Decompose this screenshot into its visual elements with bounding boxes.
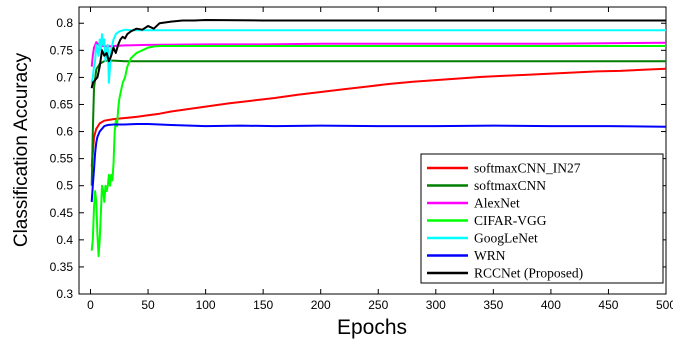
- y-tick-label: 0.45: [50, 206, 74, 220]
- tick-layer: 0 50 100 150 200 250 300 350 400 450 500 0.3 0.35 0.4…: [50, 7, 673, 312]
- y-tick-label: 0.35: [50, 260, 74, 274]
- x-tick-label: 400: [541, 298, 561, 312]
- y-tick-label: 0.75: [50, 43, 74, 57]
- x-tick-label: 350: [483, 298, 503, 312]
- x-axis-title: Epochs: [337, 316, 407, 339]
- y-tick-label: 0.5: [56, 179, 73, 193]
- x-tick-label: 0: [87, 298, 94, 312]
- y-tick-label: 0.4: [56, 233, 73, 247]
- y-tick-label: 0.3: [56, 287, 73, 301]
- x-tick-label: 500: [656, 298, 673, 312]
- x-tick-label: 200: [311, 298, 331, 312]
- series-line-rccnet-proposed: [90, 19, 666, 89]
- legend-label-softmaxcnn-in27: softmaxCNN_IN27: [474, 161, 581, 176]
- x-tick-label: 300: [426, 298, 446, 312]
- legend-box: [420, 153, 664, 284]
- series-layer: [90, 19, 667, 258]
- legend-label-googlenet: GoogLeNet: [474, 231, 538, 246]
- x-tick-label: 100: [196, 298, 216, 312]
- series-line-softmaxcnn: [90, 59, 666, 186]
- legend-label-softmaxcnn: softmaxCNN: [474, 178, 546, 193]
- legend-label-cifar-vgg: CIFAR-VGG: [474, 213, 547, 228]
- legend: softmaxCNN_IN27 softmaxCNN AlexNet CIFAR-VG…: [420, 153, 664, 284]
- y-tick-label: 0.7: [56, 70, 73, 84]
- x-tick-label: 450: [598, 298, 618, 312]
- legend-label-alexnet: AlexNet: [474, 196, 520, 211]
- legend-label-wrn: WRN: [474, 248, 506, 263]
- y-tick-label: 0.6: [56, 125, 73, 139]
- x-tick-label: 50: [141, 298, 155, 312]
- x-tick-label: 250: [368, 298, 388, 312]
- series-line-alexnet: [90, 41, 667, 67]
- y-axis-title: Classification Accuracy: [11, 52, 32, 247]
- series-line-cifar-vgg: [90, 45, 666, 258]
- y-tick-label: 0.65: [50, 97, 74, 111]
- series-line-googlenet: [90, 28, 666, 84]
- y-tick-label: 0.8: [56, 16, 73, 30]
- series-line-wrn: [90, 123, 667, 202]
- legend-label-rccnet-proposed: RCCNet (Proposed): [474, 266, 583, 281]
- x-tick-label: 150: [253, 298, 273, 312]
- y-tick-label: 0.55: [50, 152, 74, 166]
- series-line-softmaxcnn-in27: [90, 67, 667, 167]
